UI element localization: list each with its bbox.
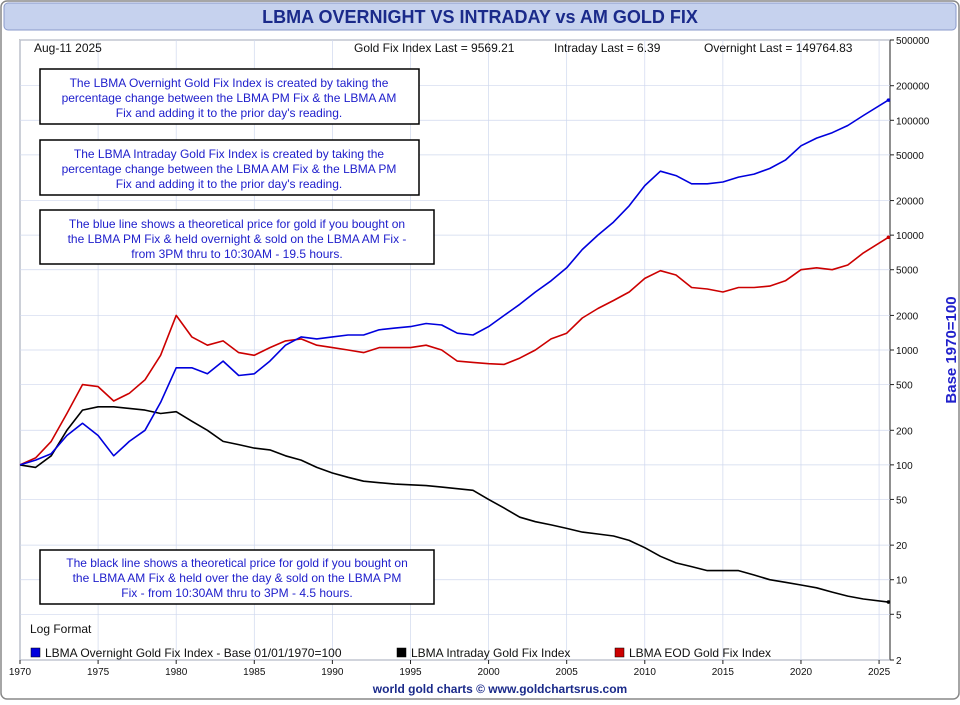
intraday-last: Intraday Last = 6.39 (554, 41, 661, 55)
legend: LBMA Overnight Gold Fix Index - Base 01/… (30, 646, 771, 660)
y-axis-title: Base 1970=100 (943, 296, 960, 403)
y-tick-label: 200 (896, 426, 913, 437)
note-box-blue-line: The blue line shows a theoretical price … (39, 209, 435, 265)
x-tick-label: 2000 (477, 667, 500, 678)
note-line: percentage change between the LBMA AM Fi… (62, 162, 397, 176)
y-tick-label: 5000 (896, 266, 919, 277)
series-line-intraday (19, 406, 889, 603)
series-line-overnight (19, 99, 889, 466)
note-box-overnight: The LBMA Overnight Gold Fix Index is cre… (39, 68, 420, 125)
y-tick-label: 200000 (896, 82, 930, 93)
y-tick-label: 20 (896, 541, 908, 552)
note-line: Fix - from 10:30AM thru to 3PM - 4.5 hou… (121, 586, 352, 600)
legend-swatch-overnight (30, 647, 41, 658)
series-line-eod (19, 236, 889, 466)
y-tick-label: 20000 (896, 197, 924, 208)
series-lines (19, 98, 891, 604)
note-line: Fix and adding it to the prior day's rea… (116, 177, 342, 191)
date-label: Aug-11 2025 (34, 41, 102, 55)
legend-swatch-eod (614, 647, 625, 658)
x-tick-label: 1995 (399, 667, 422, 678)
y-tick-label: 50000 (896, 151, 924, 162)
legend-swatch-intraday (396, 647, 407, 658)
x-tick-label: 1990 (321, 667, 344, 678)
note-line: The blue line shows a theoretical price … (69, 217, 405, 231)
y-tick-label: 50 (896, 495, 908, 506)
series-endpoint-eod (886, 235, 891, 240)
y-tick-label: 10 (896, 576, 908, 587)
x-tick-label: 1975 (87, 667, 110, 678)
note-line: the LBMA PM Fix & held overnight & sold … (68, 232, 407, 246)
title-bar (3, 2, 957, 31)
y-tick-label: 2 (896, 656, 902, 667)
y-axis-ticks: 2 5 10 20 50 100 200 500 1000 2000 5000 10000 20000 5… (890, 36, 930, 667)
legend-label-eod: LBMA EOD Gold Fix Index (629, 646, 771, 660)
chart-title: LBMA OVERNIGHT VS INTRADAY vs AM GOLD FI… (262, 7, 698, 27)
x-tick-label: 1985 (243, 667, 266, 678)
y-tick-label: 500 (896, 381, 913, 392)
x-tick-label: 2020 (790, 667, 813, 678)
x-tick-label: 2015 (712, 667, 735, 678)
x-tick-label: 2005 (556, 667, 579, 678)
note-line: percentage change between the LBMA PM Fi… (62, 91, 397, 105)
y-tick-label: 10000 (896, 231, 924, 242)
note-line: the LBMA AM Fix & held over the day & so… (73, 571, 402, 585)
overnight-last: Overnight Last = 149764.83 (704, 41, 853, 55)
y-tick-label: 500000 (896, 36, 930, 47)
x-tick-label: 2010 (634, 667, 657, 678)
note-line: Fix and adding it to the prior day's rea… (116, 106, 342, 120)
y-tick-label: 1000 (896, 346, 919, 357)
note-line: The LBMA Overnight Gold Fix Index is cre… (70, 76, 389, 90)
footer-credit: world gold charts © www.goldchartsrus.co… (372, 682, 627, 696)
y-tick-label: 5 (896, 610, 902, 621)
y-tick-label: 100000 (896, 116, 930, 127)
note-box-intraday: The LBMA Intraday Gold Fix Index is crea… (39, 139, 420, 196)
note-box-black-line: The black line shows a theoretical price… (39, 549, 435, 605)
legend-label-intraday: LBMA Intraday Gold Fix Index (411, 646, 570, 660)
gold-fix-last: Gold Fix Index Last = 9569.21 (354, 41, 515, 55)
series-endpoint-intraday (886, 600, 891, 604)
x-tick-label: 1970 (9, 667, 32, 678)
legend-label-overnight: LBMA Overnight Gold Fix Index - Base 01/… (45, 646, 342, 660)
note-line: from 3PM thru to 10:30AM - 19.5 hours. (131, 247, 342, 261)
x-tick-label: 1980 (165, 667, 188, 678)
x-axis-ticks: 1970 1975 1980 1985 1990 1995 2000 2005 2010 2015… (9, 660, 891, 678)
series-endpoint-overnight (886, 98, 891, 102)
note-line: The black line shows a theoretical price… (66, 556, 408, 570)
x-tick-label: 2025 (868, 667, 891, 678)
log-format-label: Log Format (30, 622, 92, 636)
y-tick-label: 2000 (896, 311, 919, 322)
note-line: The LBMA Intraday Gold Fix Index is crea… (74, 147, 384, 161)
y-tick-label: 100 (896, 461, 913, 472)
